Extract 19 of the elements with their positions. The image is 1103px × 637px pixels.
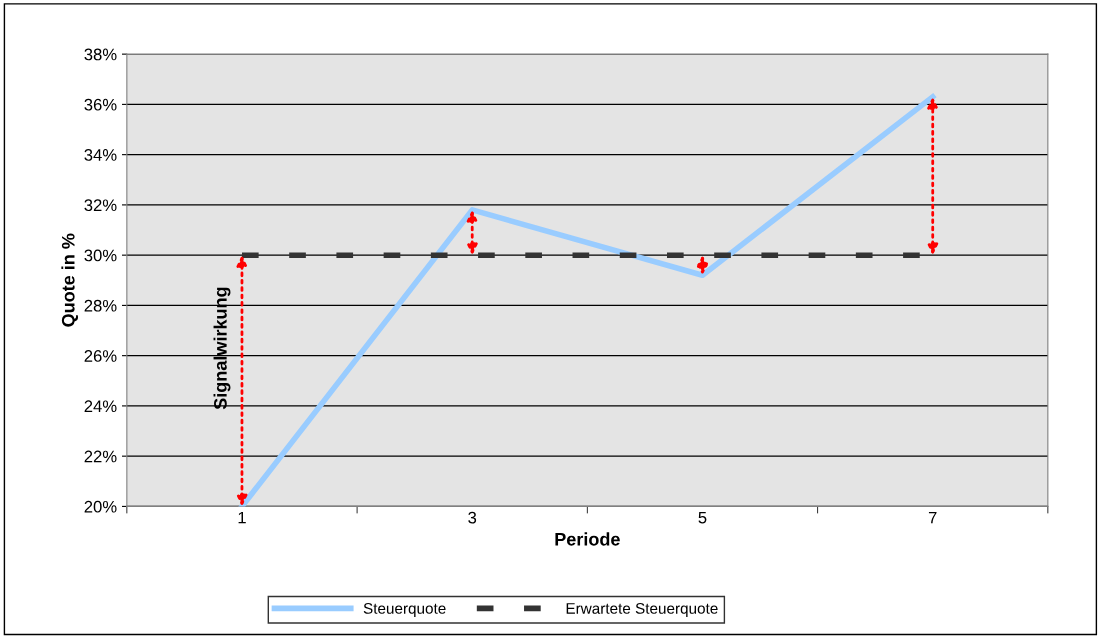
x-tick-label: 7 [928,511,937,524]
y-tick-label: 20% [84,500,117,513]
y-tick-label: 22% [84,450,117,463]
annotation: Signalwirkung [213,287,231,410]
x-tick-label: 5 [698,511,707,524]
y-tick-label: 36% [84,98,117,111]
y-tick-label: 28% [84,299,117,312]
y-tick-label: 38% [84,48,117,61]
legend-label: Steuerquote [363,603,446,617]
y-tick-label: 30% [84,249,117,262]
y-tick-label: 24% [84,400,117,413]
x-tick-label: 1 [238,511,246,524]
y-tick-label: 34% [84,149,117,161]
x-tick-label: 3 [468,511,477,524]
y-axis-title: Quote in % [61,233,79,327]
y-tick-label: 32% [84,199,117,212]
x-axis-title: Periode [555,532,620,546]
y-tick-label: 26% [84,350,117,362]
legend-label: Erwartete Steuerquote [566,603,718,617]
